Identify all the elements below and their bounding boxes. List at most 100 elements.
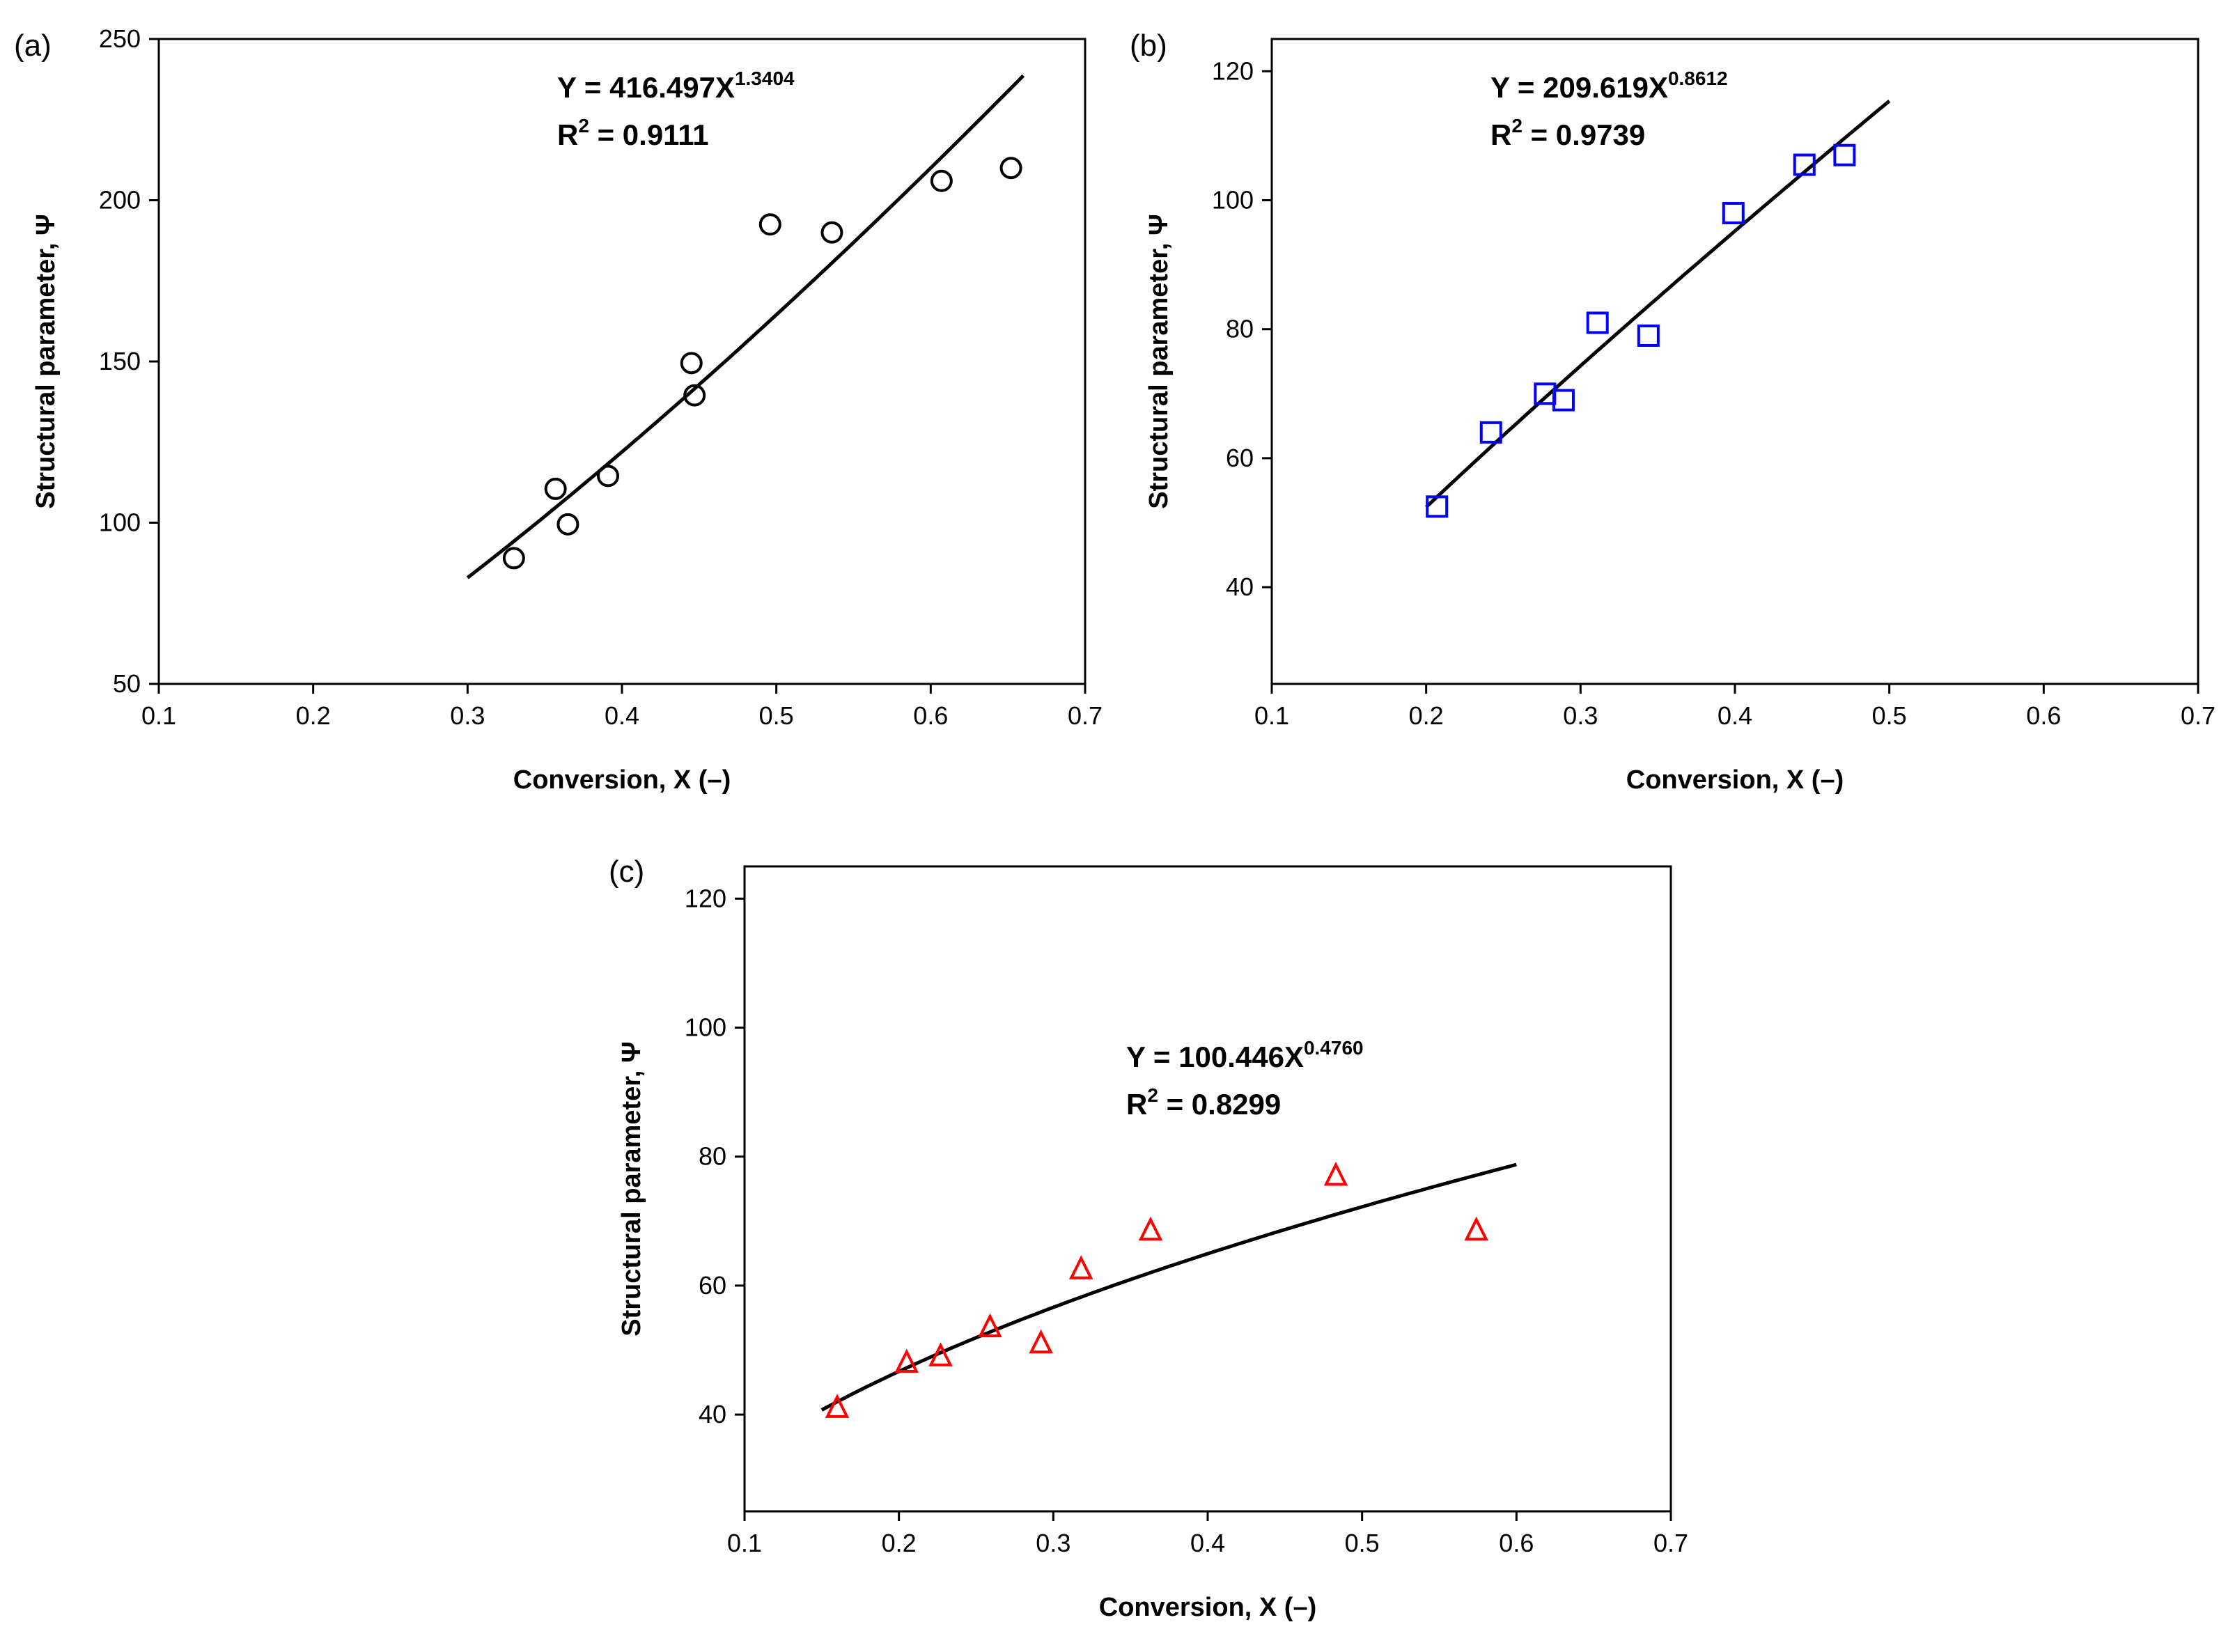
- data-point: [1552, 389, 1575, 412]
- y-tick-label: 250: [99, 24, 141, 53]
- r-squared-symbol: R: [1126, 1088, 1147, 1121]
- y-tick-label: 80: [699, 1142, 726, 1171]
- data-point: [1793, 153, 1816, 176]
- x-tick-label: 0.3: [1563, 701, 1598, 730]
- x-axis-title: Conversion, X (–): [513, 765, 731, 795]
- y-axis-title: Structural parameter, Ψ: [31, 214, 61, 509]
- data-point: [1722, 202, 1745, 225]
- y-axis-title: Structural parameter, Ψ: [1144, 214, 1174, 509]
- x-tick-label: 0.2: [296, 701, 331, 730]
- x-tick-label: 0.5: [1872, 701, 1907, 730]
- r-squared: R2 = 0.8299: [1126, 1084, 1281, 1121]
- y-tick-label: 120: [685, 884, 726, 912]
- data-point: [1586, 311, 1609, 334]
- data-point: [680, 352, 703, 375]
- data-point: [894, 1348, 919, 1373]
- data-point: [1138, 1216, 1163, 1241]
- data-point: [544, 477, 567, 500]
- y-tick-label: 100: [1212, 186, 1254, 215]
- y-tick-label: 150: [99, 347, 141, 375]
- x-tick-label: 0.1: [1254, 701, 1289, 730]
- plot-area-frame: [743, 865, 1672, 1513]
- data-point: [999, 157, 1022, 180]
- x-tick-label: 0.1: [727, 1529, 762, 1557]
- r-squared-value: = 0.8299: [1158, 1088, 1281, 1121]
- x-tick-label: 0.5: [759, 701, 794, 730]
- panel-label: (a): [14, 29, 52, 63]
- data-point: [978, 1313, 1002, 1338]
- fit-equation-base: Y = 416.497X: [557, 71, 735, 104]
- fit-equation: Y = 209.619X0.8612: [1490, 68, 1728, 104]
- y-tick-label: 80: [1226, 315, 1254, 343]
- data-point: [1029, 1329, 1053, 1354]
- x-tick-label: 0.3: [1036, 1529, 1070, 1557]
- x-tick-label: 0.6: [1499, 1529, 1534, 1557]
- y-axis-title: Structural parameter, Ψ: [617, 1041, 646, 1337]
- r-squared-exponent: 2: [1147, 1084, 1158, 1106]
- fit-curve: [466, 74, 1025, 579]
- chart-panel-b: (b) 0.1 0.2 0.3 0.4 0.5 0.6 0.7 40 60 80 100 120 Conv…: [1130, 29, 2215, 795]
- fit-equation-base: Y = 209.619X: [1490, 71, 1668, 104]
- y-tick-label: 40: [699, 1400, 726, 1428]
- panel-label: (c): [609, 855, 644, 889]
- fit-equation: Y = 416.497X1.3404: [557, 68, 795, 104]
- data-point: [1833, 143, 1856, 166]
- r-squared: R2 = 0.9111: [557, 115, 709, 151]
- x-tick-label: 0.4: [1718, 701, 1752, 730]
- fit-curve: [1424, 100, 1891, 508]
- chart-panel-a: (a) 0.1 0.2 0.3 0.4 0.5 0.6 0.7 50 100 150 200 250 Co…: [14, 24, 1103, 795]
- x-tick-label: 0.6: [2026, 701, 2061, 730]
- fit-equation-base: Y = 100.446X: [1126, 1041, 1304, 1073]
- data-point: [928, 1342, 953, 1366]
- data-point: [1068, 1255, 1093, 1279]
- x-tick-label: 0.3: [450, 701, 485, 730]
- data-point: [1426, 495, 1449, 518]
- r-squared-symbol: R: [1490, 118, 1511, 151]
- x-tick-label: 0.5: [1345, 1529, 1380, 1557]
- data-point: [820, 221, 843, 244]
- r-squared-exponent: 2: [1511, 115, 1523, 137]
- plot-area-frame: [1270, 38, 2199, 685]
- data-point: [1637, 324, 1660, 347]
- data-point: [1464, 1216, 1488, 1241]
- data-point: [1323, 1162, 1348, 1186]
- data-point: [1479, 421, 1502, 444]
- x-tick-label: 0.7: [1068, 701, 1103, 730]
- r-squared-exponent: 2: [578, 115, 589, 137]
- x-tick-label: 0.7: [1653, 1529, 1688, 1557]
- chart-panel-c: (c) 0.1 0.2 0.3 0.4 0.5 0.6 0.7 40 60 80 100 120 Conv…: [609, 855, 1688, 1622]
- x-axis-title: Conversion, X (–): [1626, 765, 1844, 795]
- r-squared-symbol: R: [557, 118, 578, 151]
- data-point: [758, 213, 781, 236]
- data-point: [825, 1394, 850, 1418]
- x-tick-label: 0.7: [2181, 701, 2215, 730]
- fit-equation-exponent: 1.3404: [735, 68, 795, 89]
- data-point: [597, 465, 620, 488]
- x-tick-label: 0.6: [913, 701, 948, 730]
- x-tick-label: 0.2: [1409, 701, 1444, 730]
- fit-equation-exponent: 0.4760: [1304, 1037, 1364, 1059]
- y-tick-label: 60: [699, 1271, 726, 1300]
- x-tick-label: 0.2: [882, 1529, 917, 1557]
- x-tick-label: 0.4: [1190, 1529, 1225, 1557]
- y-tick-label: 40: [1226, 572, 1254, 601]
- y-tick-label: 50: [113, 669, 141, 698]
- data-point: [556, 513, 579, 536]
- y-tick-label: 200: [99, 186, 141, 215]
- y-tick-label: 120: [1212, 56, 1254, 85]
- x-axis-title: Conversion, X (–): [1099, 1593, 1317, 1622]
- y-tick-label: 60: [1226, 444, 1254, 472]
- x-tick-label: 0.4: [605, 701, 639, 730]
- y-tick-label: 100: [99, 508, 141, 537]
- r-squared: R2 = 0.9739: [1490, 115, 1645, 151]
- data-point: [502, 547, 525, 570]
- y-tick-label: 100: [685, 1013, 726, 1042]
- fit-equation: Y = 100.446X0.4760: [1126, 1037, 1364, 1073]
- fit-curve: [820, 1162, 1517, 1412]
- data-point: [683, 384, 706, 407]
- r-squared-value: = 0.9739: [1523, 118, 1645, 151]
- r-squared-value: = 0.9111: [589, 118, 709, 151]
- panel-label: (b): [1130, 29, 1167, 63]
- fit-equation-exponent: 0.8612: [1668, 68, 1728, 89]
